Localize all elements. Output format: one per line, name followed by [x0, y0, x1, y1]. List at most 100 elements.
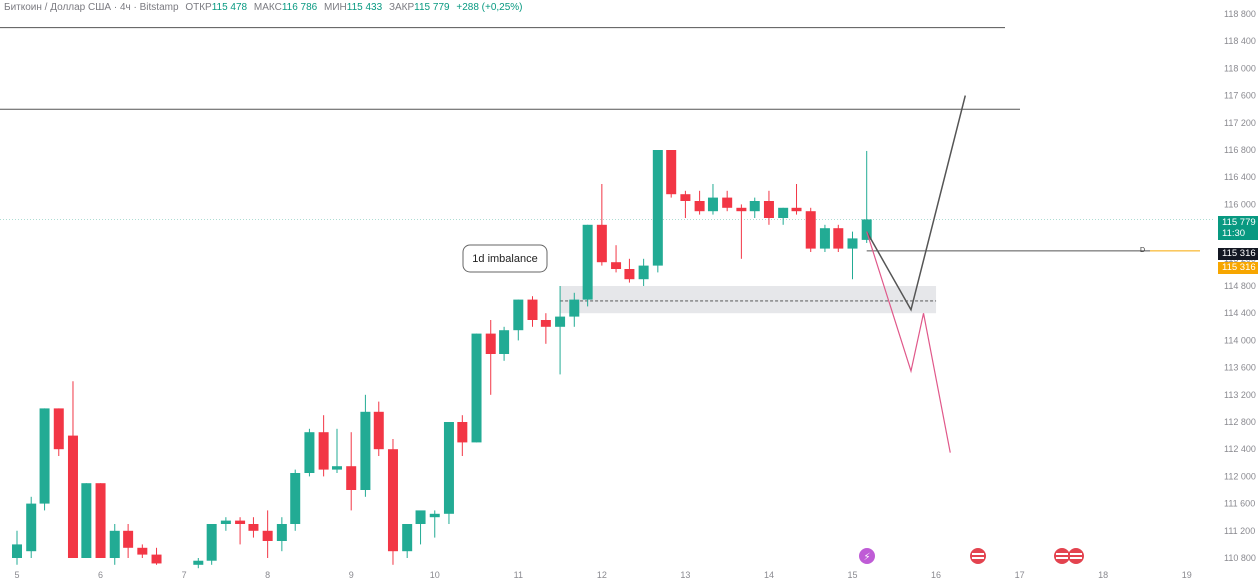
- candle-body: [53, 408, 64, 450]
- candle: [360, 394, 371, 497]
- candle-body: [109, 530, 120, 558]
- candle: [763, 190, 774, 225]
- y-tick-label: 114 400: [1224, 308, 1256, 318]
- x-tick-label: 11: [514, 570, 523, 580]
- candle: [666, 150, 677, 198]
- y-tick-label: 116 800: [1224, 145, 1256, 155]
- chart-header: Биткоин / Доллар США · 4ч · Bitstamp ОТК…: [4, 2, 523, 13]
- imbalance-zone-layer: [560, 286, 937, 314]
- level-small-label: D: [1140, 247, 1145, 254]
- candle: [137, 544, 148, 558]
- level-orange-value: 115 316: [1222, 262, 1256, 273]
- x-tick-label: 10: [430, 570, 440, 580]
- price-axis: 110 800 111 200 111 600 112 000 112 400 112 8…: [1224, 9, 1256, 563]
- candle: [680, 190, 691, 218]
- candle: [429, 510, 440, 538]
- candle-body: [248, 524, 259, 531]
- candle: [95, 483, 106, 558]
- x-tick-label: 14: [764, 570, 774, 580]
- candle-body: [137, 547, 148, 555]
- candle: [471, 333, 482, 443]
- candle-body: [235, 520, 246, 524]
- candle-body: [778, 207, 789, 218]
- x-tick-label: 18: [1098, 570, 1108, 580]
- candle-body: [485, 333, 496, 354]
- y-tick-label: 110 800: [1224, 553, 1256, 563]
- candle-body: [805, 211, 816, 249]
- candle-body: [318, 432, 329, 470]
- candle: [707, 184, 718, 215]
- candle-body: [360, 411, 371, 490]
- candle: [235, 517, 246, 545]
- candle: [861, 150, 872, 243]
- candle: [736, 204, 747, 259]
- candle-body: [39, 408, 50, 504]
- candle-body: [624, 269, 635, 280]
- candle: [290, 469, 301, 531]
- projection-path-bearish: [866, 231, 951, 453]
- candle-body: [499, 330, 510, 354]
- level-black-value: 115 316: [1222, 248, 1256, 259]
- candle-body: [555, 316, 566, 327]
- candle: [387, 439, 398, 565]
- candle: [346, 432, 357, 511]
- horizontal-lines-layer: [0, 27, 1215, 252]
- candle-body: [193, 560, 204, 565]
- y-tick-label: 113 200: [1224, 390, 1256, 400]
- y-tick-label: 118 400: [1224, 36, 1256, 46]
- candle: [805, 207, 816, 252]
- last-price-tag: 115 779 11:30: [1218, 216, 1258, 240]
- candle: [555, 286, 566, 375]
- candle-body: [12, 544, 22, 558]
- x-tick-label: 9: [349, 570, 354, 580]
- candle-body: [443, 422, 454, 514]
- projection-path-bullish: [866, 95, 967, 312]
- candle: [611, 245, 622, 273]
- candle-body: [151, 554, 162, 564]
- candle: [331, 428, 342, 473]
- candle-body: [736, 207, 747, 212]
- last-price-value: 115 779: [1222, 217, 1256, 228]
- candle: [652, 150, 663, 273]
- candle-body: [527, 299, 538, 320]
- y-tick-label: 118 800: [1224, 9, 1256, 19]
- us-flag-event-icon: [970, 548, 986, 564]
- candle: [722, 190, 733, 212]
- candle-body: [415, 510, 426, 524]
- candle: [67, 381, 78, 558]
- us-flag-event-icon: [1054, 548, 1070, 564]
- candle-body: [457, 422, 468, 443]
- x-tick-label: 17: [1015, 570, 1025, 580]
- candle: [12, 530, 22, 565]
- y-tick-label: 114 000: [1224, 335, 1256, 345]
- events-layer: ⚡: [859, 548, 1084, 564]
- level-price-tag-black: 115 316: [1218, 248, 1258, 260]
- imbalance-zone: [560, 286, 937, 314]
- candle-body: [373, 411, 384, 450]
- symbol-title: Биткоин / Доллар США · 4ч · Bitstamp: [4, 2, 179, 13]
- candle: [457, 415, 468, 456]
- y-tick-label: 113 600: [1224, 363, 1256, 373]
- candle: [415, 510, 426, 545]
- candle: [304, 428, 315, 477]
- candle-body: [81, 483, 92, 558]
- x-tick-label: 8: [265, 570, 270, 580]
- y-tick-label: 118 000: [1224, 63, 1256, 73]
- bar-countdown: 11:30: [1222, 228, 1246, 239]
- svg-text:⚡: ⚡: [863, 552, 870, 563]
- candle: [694, 190, 705, 215]
- low-label: МИН: [324, 2, 347, 13]
- candle: [527, 296, 538, 327]
- projection-layer: [866, 95, 967, 453]
- level-price-tag-orange: 115 316: [1218, 262, 1258, 274]
- candle-body: [331, 466, 342, 470]
- high-label: МАКС: [253, 2, 282, 13]
- x-tick-label: 15: [847, 570, 857, 580]
- candle-body: [652, 150, 663, 266]
- open-value: 115 478: [211, 2, 248, 13]
- candle-body: [694, 201, 705, 212]
- candle-body: [666, 150, 677, 195]
- x-tick-label: 13: [680, 570, 690, 580]
- candle: [318, 415, 329, 477]
